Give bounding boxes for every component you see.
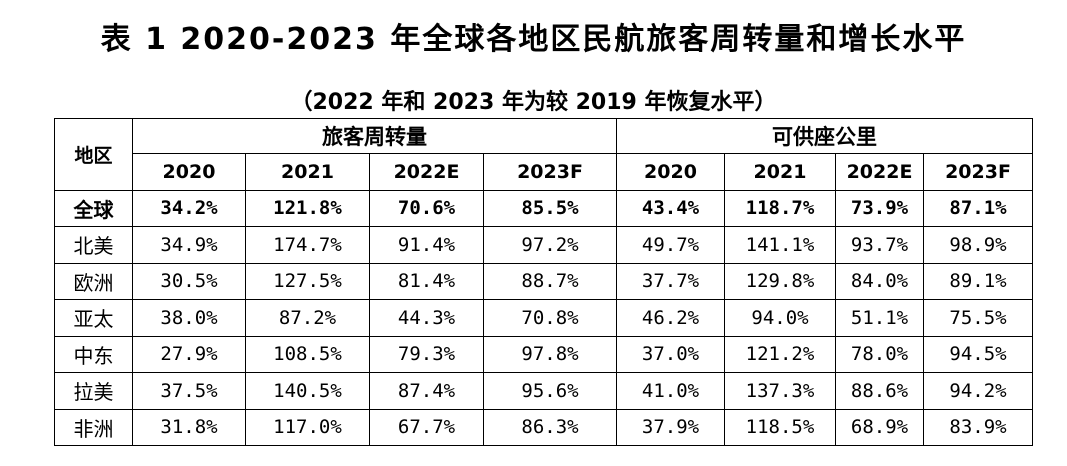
region-cell: 拉美 bbox=[54, 372, 133, 410]
value-cell: 67.7% bbox=[369, 408, 484, 446]
value-cell: 141.1% bbox=[724, 226, 836, 264]
value-cell: 94.5% bbox=[923, 335, 1033, 373]
value-cell: 43.4% bbox=[616, 189, 725, 227]
value-cell: 137.3% bbox=[724, 372, 836, 410]
value-cell: 118.5% bbox=[724, 408, 836, 446]
value-cell: 83.9% bbox=[923, 408, 1033, 446]
table-row: 亚太 38.0% 87.2% 44.3% 70.8% 46.2% 94.0% 51.1% 75.… bbox=[54, 299, 1033, 337]
year-header: 2023F bbox=[483, 153, 617, 191]
table-row: 拉美 37.5% 140.5% 87.4% 95.6% 41.0% 137.3% 88.6% 9… bbox=[54, 372, 1033, 410]
value-cell: 117.0% bbox=[245, 408, 370, 446]
table-subtitle: （2022 年和 2023 年为较 2019 年恢复水平） bbox=[290, 90, 777, 115]
value-cell: 127.5% bbox=[245, 262, 370, 300]
value-cell: 98.9% bbox=[923, 226, 1033, 264]
value-cell: 93.7% bbox=[835, 226, 924, 264]
value-cell: 27.9% bbox=[132, 335, 246, 373]
value-cell: 78.0% bbox=[835, 335, 924, 373]
region-cell: 全球 bbox=[54, 189, 133, 227]
value-cell: 87.4% bbox=[369, 372, 484, 410]
value-cell: 140.5% bbox=[245, 372, 370, 410]
value-cell: 37.9% bbox=[616, 408, 725, 446]
group-header-seat-km: 可供座公里 bbox=[616, 118, 1033, 154]
value-cell: 75.5% bbox=[923, 299, 1033, 337]
region-cell: 非洲 bbox=[54, 408, 133, 446]
data-table: 地区 旅客周转量 可供座公里 2020 2021 2022E 2023F 202… bbox=[54, 118, 1033, 446]
value-cell: 118.7% bbox=[724, 189, 836, 227]
region-cell: 北美 bbox=[54, 226, 133, 264]
value-cell: 30.5% bbox=[132, 262, 246, 300]
value-cell: 129.8% bbox=[724, 262, 836, 300]
value-cell: 85.5% bbox=[483, 189, 617, 227]
table-row: 全球 34.2% 121.8% 70.6% 85.5% 43.4% 118.7% 73.9% 8… bbox=[54, 189, 1033, 227]
value-cell: 46.2% bbox=[616, 299, 725, 337]
value-cell: 86.3% bbox=[483, 408, 617, 446]
value-cell: 44.3% bbox=[369, 299, 484, 337]
value-cell: 79.3% bbox=[369, 335, 484, 373]
table-row: 欧洲 30.5% 127.5% 81.4% 88.7% 37.7% 129.8% 84.0% 8… bbox=[54, 262, 1033, 300]
value-cell: 94.0% bbox=[724, 299, 836, 337]
header-row-groups: 地区 旅客周转量 可供座公里 bbox=[54, 118, 1033, 191]
value-cell: 51.1% bbox=[835, 299, 924, 337]
region-cell: 欧洲 bbox=[54, 262, 133, 300]
value-cell: 84.0% bbox=[835, 262, 924, 300]
value-cell: 73.9% bbox=[835, 189, 924, 227]
value-cell: 87.2% bbox=[245, 299, 370, 337]
value-cell: 34.9% bbox=[132, 226, 246, 264]
value-cell: 89.1% bbox=[923, 262, 1033, 300]
value-cell: 97.2% bbox=[483, 226, 617, 264]
value-cell: 97.8% bbox=[483, 335, 617, 373]
value-cell: 87.1% bbox=[923, 189, 1033, 227]
value-cell: 121.2% bbox=[724, 335, 836, 373]
year-header: 2022E bbox=[835, 153, 924, 191]
value-cell: 108.5% bbox=[245, 335, 370, 373]
year-header: 2022E bbox=[369, 153, 484, 191]
year-header: 2020 bbox=[132, 153, 246, 191]
year-header: 2020 bbox=[616, 153, 725, 191]
table-title: 表 1 2020-2023 年全球各地区民航旅客周转量和增长水平 bbox=[100, 22, 967, 57]
value-cell: 88.7% bbox=[483, 262, 617, 300]
value-cell: 121.8% bbox=[245, 189, 370, 227]
value-cell: 81.4% bbox=[369, 262, 484, 300]
year-header: 2021 bbox=[724, 153, 836, 191]
value-cell: 68.9% bbox=[835, 408, 924, 446]
value-cell: 94.2% bbox=[923, 372, 1033, 410]
value-cell: 34.2% bbox=[132, 189, 246, 227]
header-row-years: 2020 2021 2022E 2023F 2020 2021 2022E 20… bbox=[55, 153, 1033, 191]
group-header-passenger: 旅客周转量 bbox=[132, 118, 617, 154]
table-row: 中东 27.9% 108.5% 79.3% 97.8% 37.0% 121.2% 78.0% 9… bbox=[54, 335, 1033, 373]
value-cell: 31.8% bbox=[132, 408, 246, 446]
value-cell: 70.6% bbox=[369, 189, 484, 227]
value-cell: 91.4% bbox=[369, 226, 484, 264]
year-header: 2023F bbox=[923, 153, 1033, 191]
region-cell: 亚太 bbox=[54, 299, 133, 337]
year-header: 2021 bbox=[245, 153, 370, 191]
value-cell: 174.7% bbox=[245, 226, 370, 264]
value-cell: 37.5% bbox=[132, 372, 246, 410]
value-cell: 37.0% bbox=[616, 335, 725, 373]
value-cell: 37.7% bbox=[616, 262, 725, 300]
value-cell: 38.0% bbox=[132, 299, 246, 337]
table-row: 北美 34.9% 174.7% 91.4% 97.2% 49.7% 141.1% 93.7% 9… bbox=[54, 226, 1033, 264]
value-cell: 95.6% bbox=[483, 372, 617, 410]
region-header: 地区 bbox=[54, 118, 133, 191]
value-cell: 41.0% bbox=[616, 372, 725, 410]
table-row: 非洲 31.8% 117.0% 67.7% 86.3% 37.9% 118.5% 68.9% 8… bbox=[54, 408, 1033, 446]
region-cell: 中东 bbox=[54, 335, 133, 373]
value-cell: 49.7% bbox=[616, 226, 725, 264]
value-cell: 70.8% bbox=[483, 299, 617, 337]
value-cell: 88.6% bbox=[835, 372, 924, 410]
